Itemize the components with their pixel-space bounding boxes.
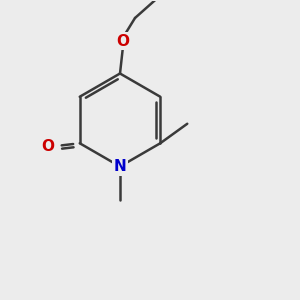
Text: O: O bbox=[41, 139, 54, 154]
Text: N: N bbox=[114, 159, 126, 174]
Text: H: H bbox=[169, 0, 180, 3]
Text: O: O bbox=[116, 34, 130, 49]
